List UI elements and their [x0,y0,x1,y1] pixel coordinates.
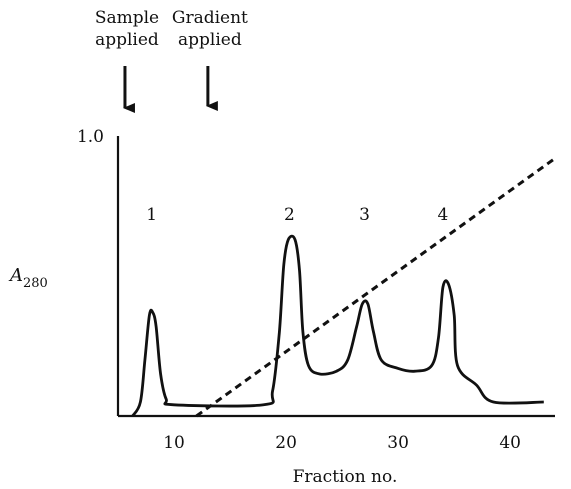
peak-label: 3 [359,205,370,225]
x-tick-label: 30 [387,433,409,453]
y-axis-label: A280 [8,265,48,291]
annotation-text: Gradient [172,8,248,28]
annotation-text: applied [95,30,159,50]
peak-label: 1 [146,205,157,225]
annotation-text: applied [178,30,242,50]
x-tick-label: 10 [163,433,185,453]
gradient-line [195,157,556,418]
y-axis-label-subscript: 280 [23,276,48,291]
x-tick-label: 20 [275,433,297,453]
x-axis-label: Fraction no. [293,467,398,487]
annotation-text: Sample [95,8,159,28]
y-axis-label-main: A [8,265,23,286]
peak-label: 2 [284,205,295,225]
x-tick-label: 40 [499,433,521,453]
absorbance-trace [131,234,544,417]
y-tick-label: 1.0 [77,127,104,147]
peak-label: 4 [438,205,449,225]
